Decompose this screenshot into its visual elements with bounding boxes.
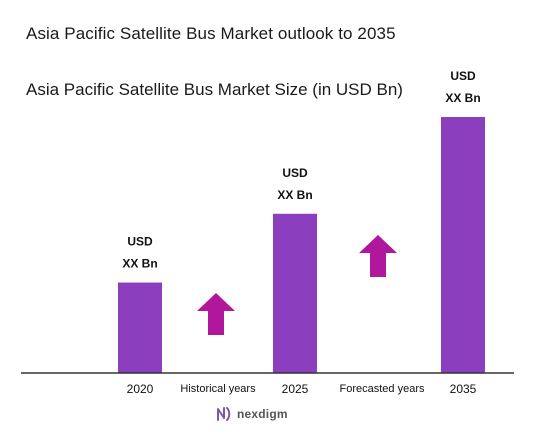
period-label: Forecasted years [340, 383, 425, 395]
bar-2035 [441, 117, 485, 373]
data-label-2020: USD [127, 235, 153, 249]
chart-title: Asia Pacific Satellite Bus Market outloo… [26, 24, 396, 43]
growth-arrow-icon [359, 235, 397, 277]
x-tick-label: 2035 [450, 382, 477, 396]
bar-2025 [273, 213, 317, 373]
data-label-2025: USD [282, 166, 308, 180]
x-tick-label: 2025 [282, 382, 309, 396]
chart-subtitle: Asia Pacific Satellite Bus Market Size (… [26, 80, 403, 99]
x-tick-label: 2020 [127, 382, 154, 396]
data-label-2035: XX Bn [445, 91, 480, 105]
data-label-2025: XX Bn [277, 188, 312, 202]
bar-2020 [118, 282, 162, 373]
period-label: Historical years [180, 383, 256, 395]
logo-text: nexdigm [237, 407, 288, 421]
nexdigm-logo-icon [217, 407, 231, 421]
nexdigm-logo: nexdigm [215, 405, 288, 423]
data-label-2020: XX Bn [122, 257, 157, 271]
growth-arrow-icon [197, 293, 235, 335]
data-label-2035: USD [450, 69, 476, 83]
